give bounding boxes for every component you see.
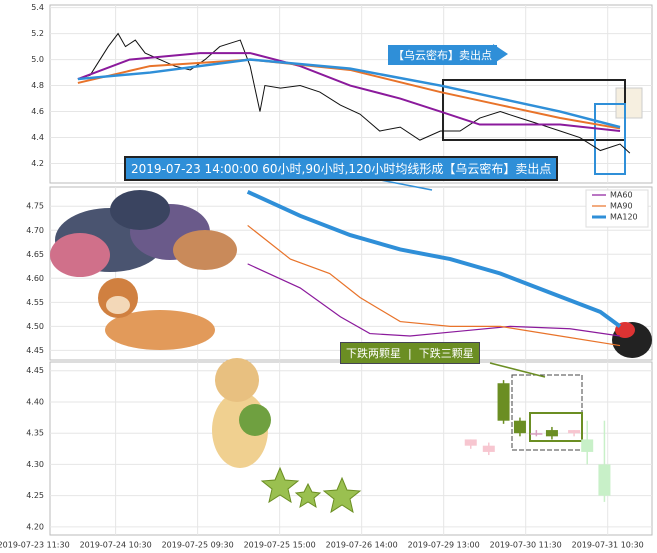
annotation-text: 下跌两颗星 [346,347,401,360]
puppy-illustration [212,358,271,468]
line-series [77,52,621,133]
x-tick-label: 2019-07-24 10:30 [80,541,152,550]
annotation: 下跌两颗星 | 下跌三颗星 [340,342,480,364]
x-tick-label: 2019-07-31 10:30 [572,541,644,550]
candle-body [482,445,495,452]
x-tick-label: 2019-07-25 09:30 [162,541,234,550]
legend-box [585,189,649,228]
y-tick-label: 4.30 [26,460,44,469]
y-tick-label: 4.6 [31,107,44,116]
x-tick-label: 2019-07-23 11:30 [0,541,70,550]
x-tick-label: 2019-07-30 11:30 [490,541,562,550]
legend-label: MA60 [610,191,633,200]
candle-body [581,439,594,452]
y-tick-label: 5.4 [31,3,44,12]
line-series [246,189,622,328]
candle-body [568,430,581,434]
candle-body [598,464,611,496]
line-series [247,224,621,347]
plot-frame [49,4,653,184]
storm-cloud-icon [612,322,652,358]
arrow [489,362,546,378]
candle-body [513,420,526,434]
line-series [77,58,621,130]
highlight-box [594,103,626,175]
x-tick-label: 2019-07-25 15:00 [244,541,316,550]
y-tick-label: 4.70 [26,226,44,235]
legend-label: MA90 [610,202,633,211]
line-series [247,263,621,337]
candle-body [530,433,543,435]
line-series [77,32,631,154]
y-tick-label: 4.45 [26,366,44,375]
stars-illustration [260,466,362,514]
y-tick-label: 4.2 [31,159,44,168]
highlight-box [442,79,626,141]
y-tick-label: 4.8 [31,81,44,90]
candle-body [545,430,558,437]
y-tick-label: 4.55 [26,298,44,307]
y-tick-label: 4.35 [26,429,44,438]
dog-illustration [98,278,215,350]
x-tick-label: 2019-07-26 14:00 [326,541,398,550]
candle-body [497,383,510,421]
y-tick-label: 4.65 [26,250,44,259]
y-tick-label: 4.75 [26,202,44,211]
y-tick-label: 4.20 [26,522,44,531]
y-tick-label: 5.0 [31,55,44,64]
candle-body [464,439,477,446]
y-tick-label: 4.60 [26,274,44,283]
line-series [77,58,621,129]
y-tick-label: 4.4 [31,133,44,142]
cloud-illustration [50,190,237,277]
y-tick-label: 4.45 [26,346,44,355]
annotation-text: 下跌三颗星 [418,347,474,360]
y-tick-label: 4.40 [26,397,44,406]
annotation: 2019-07-23 14:00:00 60小时,90小时,120小时均线形成【… [124,156,559,181]
highlight-box [529,412,583,442]
y-tick-label: 4.50 [26,322,44,331]
annotation: 【乌云密布】卖出点 [388,45,497,65]
y-tick-label: 5.2 [31,29,44,38]
legend-label: MA120 [610,213,638,222]
x-tick-label: 2019-07-29 13:00 [408,541,480,550]
y-tick-label: 4.25 [26,491,44,500]
